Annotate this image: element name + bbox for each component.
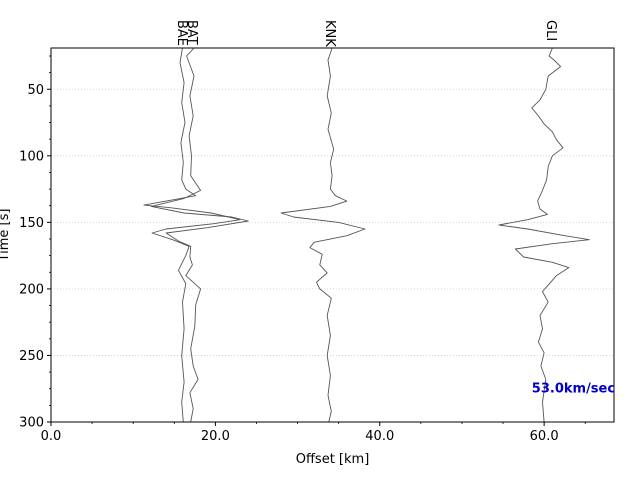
trace-gli: [498, 47, 590, 423]
trace-knk: [280, 47, 366, 423]
y-axis-ticks: 50 100 150 200 250 300: [19, 55, 51, 431]
velocity-annotation: 53.0km/sec: [532, 382, 615, 397]
grid: [51, 88, 614, 356]
plot-frame: [50, 47, 615, 423]
x-axis-ticks: 0.0 20.0 40.0 60.0: [41, 422, 586, 444]
y-tick-label-0: 50: [27, 83, 44, 98]
station-label-gli: GLI: [543, 20, 558, 41]
trace-bat: [150, 47, 249, 423]
x-axis-label: Offset [km]: [296, 452, 370, 467]
station-label-bae: BAE: [174, 20, 189, 46]
y-tick-label-3: 200: [19, 282, 44, 297]
x-tick-label-2: 40.0: [365, 429, 394, 444]
trace-bae: [143, 47, 241, 423]
y-tick-label-1: 100: [19, 149, 44, 164]
y-tick-label-4: 250: [19, 349, 44, 364]
y-axis-label: Time [s]: [0, 209, 12, 263]
x-tick-label-3: 60.0: [530, 429, 559, 444]
y-tick-label-2: 150: [19, 216, 44, 231]
traces: [143, 47, 590, 423]
station-label-knk: KNK: [322, 20, 337, 47]
station-label-bat: BAT: [184, 20, 199, 45]
y-tick-label-5: 300: [19, 416, 44, 431]
x-tick-label-1: 20.0: [201, 429, 230, 444]
x-tick-label-0: 0.0: [41, 429, 62, 444]
